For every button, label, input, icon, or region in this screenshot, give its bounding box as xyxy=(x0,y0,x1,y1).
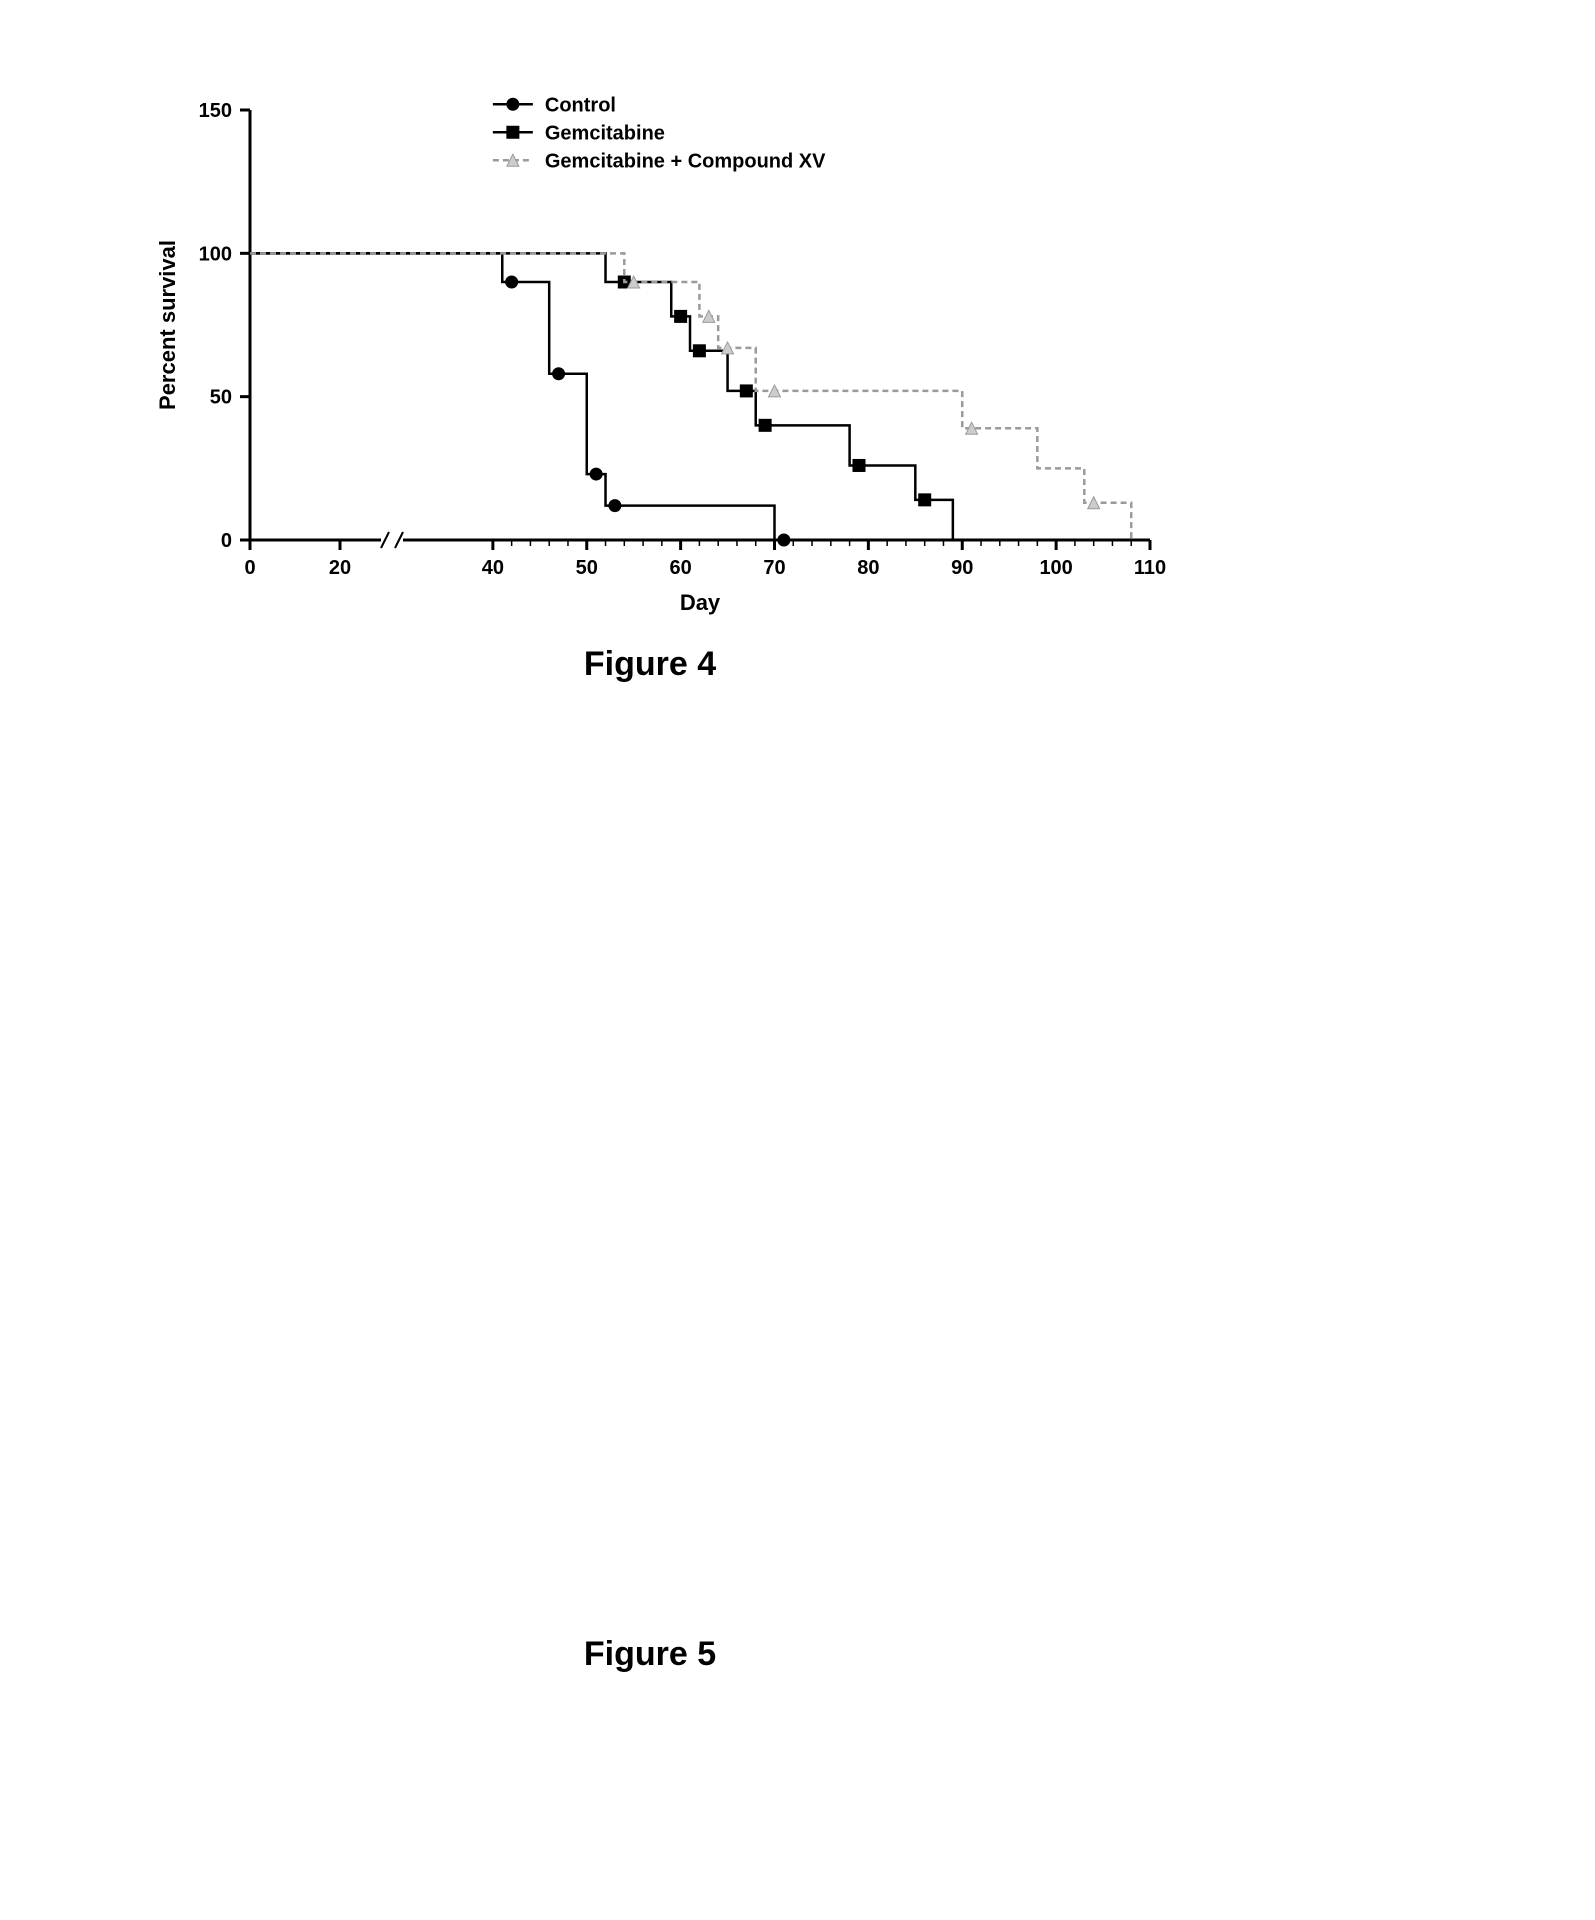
svg-text:Gemcitabine + Compound XV: Gemcitabine + Compound XV xyxy=(545,150,826,172)
svg-text:20: 20 xyxy=(329,557,351,579)
svg-text:60: 60 xyxy=(670,557,692,579)
svg-text:Day: Day xyxy=(680,590,721,615)
svg-text:Control: Control xyxy=(545,94,616,116)
figure5-caption: Figure 5 xyxy=(0,1635,1300,1674)
svg-text:150: 150 xyxy=(199,100,232,122)
svg-text:50: 50 xyxy=(210,387,232,409)
svg-text:70: 70 xyxy=(763,557,785,579)
figure4-caption: Figure 4 xyxy=(0,645,1300,684)
svg-text:90: 90 xyxy=(951,557,973,579)
figure5-container: 10121416182022100150200250300DayTumor Gr… xyxy=(0,910,1300,1674)
svg-text:100: 100 xyxy=(199,243,232,265)
page: 0 20 40 50 60 70 80 90 100 110 0 50 100 150 Day Percent… xyxy=(0,0,1595,1920)
svg-text:110: 110 xyxy=(1134,557,1166,579)
figure5-svg: 10121416182022100150200250300DayTumor Gr… xyxy=(0,910,1300,1630)
figure4-container: 0 20 40 50 60 70 80 90 100 110 0 50 100 150 Day Percent… xyxy=(0,0,1300,684)
svg-text:Gemcitabine: Gemcitabine xyxy=(545,122,665,144)
svg-text:80: 80 xyxy=(857,557,879,579)
svg-text:100: 100 xyxy=(1039,557,1072,579)
svg-text:Percent survival: Percent survival xyxy=(155,240,180,410)
svg-text:0: 0 xyxy=(221,530,232,552)
figure4-svg: 0 20 40 50 60 70 80 90 100 110 0 50 100 150 Day Percent… xyxy=(0,0,1300,640)
svg-text:40: 40 xyxy=(482,557,504,579)
svg-text:0: 0 xyxy=(244,557,255,579)
svg-text:50: 50 xyxy=(576,557,598,579)
